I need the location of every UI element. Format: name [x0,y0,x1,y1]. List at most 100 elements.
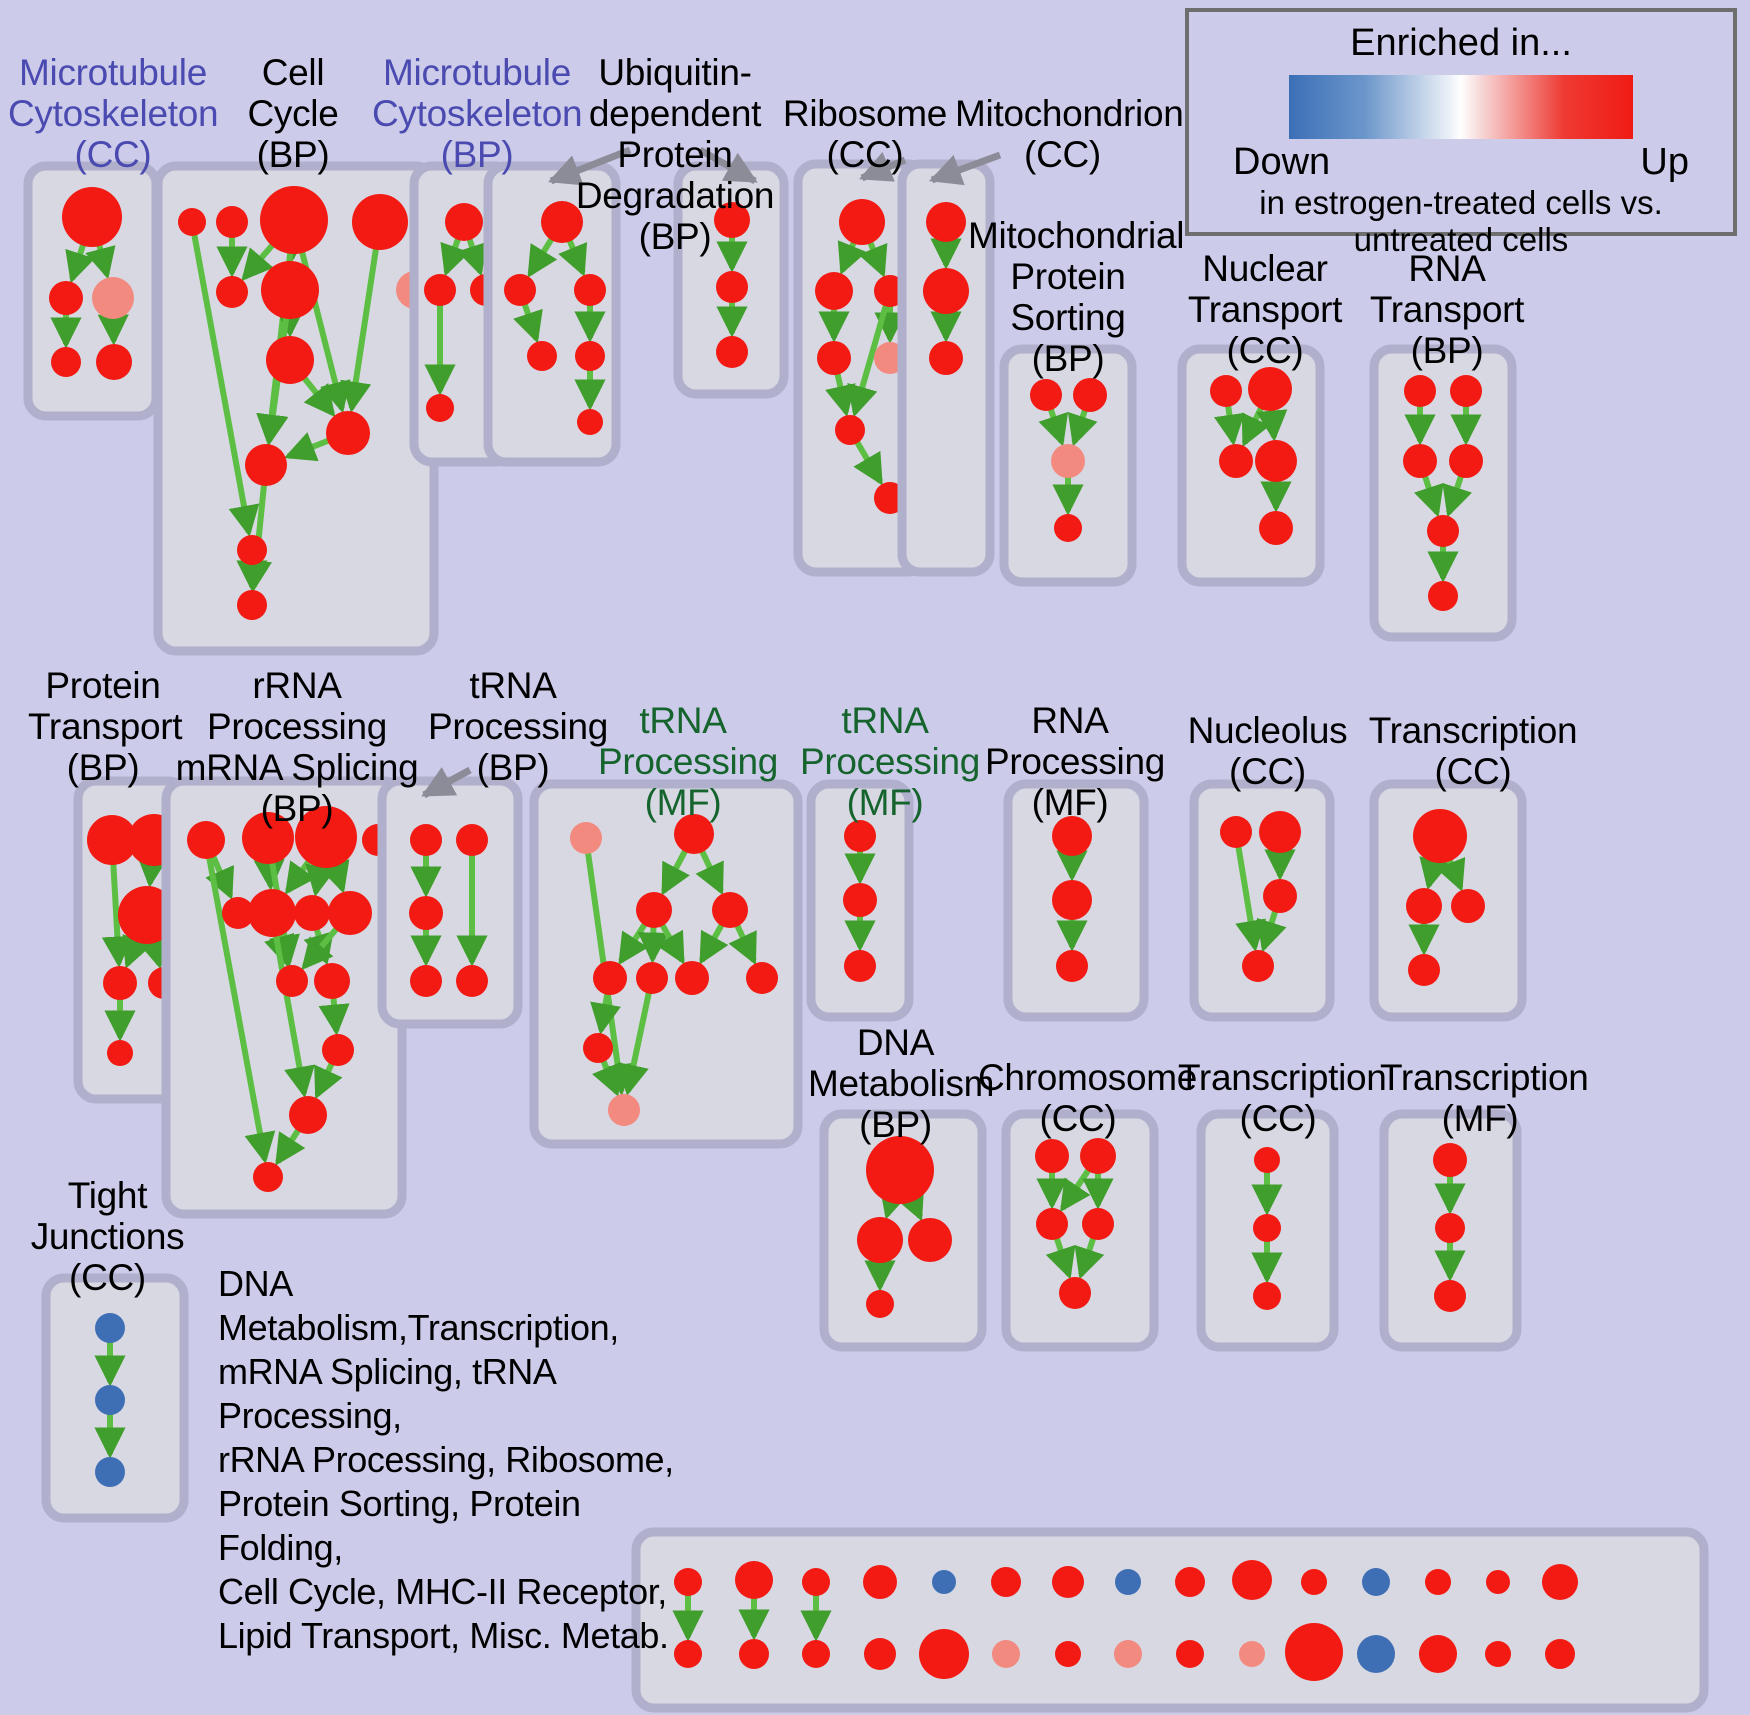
go-term-node[interactable] [1232,1560,1272,1600]
go-term-node[interactable] [1433,1143,1467,1177]
go-term-node[interactable] [593,961,627,995]
go-term-node[interactable] [107,1040,133,1066]
go-term-node[interactable] [1450,375,1482,407]
go-term-node[interactable] [1428,581,1458,611]
go-term-node[interactable] [1404,375,1436,407]
go-term-node[interactable] [1451,889,1485,923]
go-term-node[interactable] [932,1570,956,1594]
go-term-node[interactable] [1175,1567,1205,1597]
go-term-node[interactable] [908,1218,952,1262]
go-term-node[interactable] [95,1385,125,1415]
go-term-node[interactable] [1176,1640,1204,1668]
go-term-node[interactable] [574,274,606,306]
go-term-node[interactable] [409,896,443,930]
go-term-node[interactable] [266,336,314,384]
go-term-node[interactable] [445,203,483,241]
go-term-node[interactable] [674,814,714,854]
go-term-node[interactable] [866,1290,894,1318]
go-term-node[interactable] [746,962,778,994]
go-term-node[interactable] [49,281,83,315]
go-term-node[interactable] [1220,816,1252,848]
go-term-node[interactable] [1259,511,1293,545]
go-term-node[interactable] [815,272,853,310]
go-term-node[interactable] [1434,1280,1466,1312]
go-term-node[interactable] [1545,1639,1575,1669]
go-term-node[interactable] [919,1629,969,1679]
go-term-node[interactable] [541,201,583,243]
go-term-node[interactable] [1080,1138,1116,1174]
go-term-node[interactable] [504,274,536,306]
go-term-node[interactable] [1052,816,1092,856]
go-term-node[interactable] [929,341,963,375]
go-term-node[interactable] [1114,1640,1142,1668]
go-term-node[interactable] [248,889,296,937]
go-term-node[interactable] [1403,444,1437,478]
go-term-node[interactable] [843,883,877,917]
go-term-node[interactable] [1362,1568,1390,1596]
go-term-node[interactable] [1449,444,1483,478]
go-term-node[interactable] [674,1568,702,1596]
go-term-node[interactable] [675,961,709,995]
go-term-node[interactable] [178,208,206,236]
go-term-node[interactable] [237,590,267,620]
go-term-node[interactable] [817,341,851,375]
go-term-node[interactable] [222,897,254,929]
go-term-node[interactable] [991,1567,1021,1597]
go-term-node[interactable] [242,812,294,864]
go-term-node[interactable] [735,1561,773,1599]
go-term-node[interactable] [583,1033,613,1063]
go-term-node[interactable] [410,824,442,856]
go-term-node[interactable] [289,1096,327,1134]
go-term-node[interactable] [674,1640,702,1668]
go-term-node[interactable] [1051,444,1085,478]
go-term-node[interactable] [1285,1623,1343,1681]
go-term-node[interactable] [636,962,668,994]
go-term-node[interactable] [1036,1208,1068,1240]
go-term-node[interactable] [216,206,248,238]
go-term-node[interactable] [1248,367,1292,411]
go-term-node[interactable] [1435,1213,1465,1243]
go-term-node[interactable] [1052,1566,1084,1598]
go-term-node[interactable] [527,341,557,371]
go-term-node[interactable] [802,1640,830,1668]
go-term-node[interactable] [294,895,330,931]
go-term-node[interactable] [926,202,966,242]
go-term-node[interactable] [866,1136,934,1204]
go-term-node[interactable] [1254,1147,1280,1173]
go-term-node[interactable] [322,1034,354,1066]
go-term-node[interactable] [839,199,885,245]
go-term-node[interactable] [844,820,876,852]
go-term-node[interactable] [1210,375,1242,407]
go-term-node[interactable] [1030,379,1062,411]
go-term-node[interactable] [835,415,865,445]
go-term-node[interactable] [295,806,357,868]
go-term-node[interactable] [863,1565,897,1599]
go-term-node[interactable] [1255,440,1297,482]
go-term-node[interactable] [570,822,602,854]
go-term-node[interactable] [1239,1641,1265,1667]
go-term-node[interactable] [1301,1569,1327,1595]
go-term-node[interactable] [326,411,370,455]
go-term-node[interactable] [1263,879,1297,913]
go-term-node[interactable] [1054,514,1082,542]
go-term-node[interactable] [51,347,81,377]
go-term-node[interactable] [636,892,672,928]
go-term-node[interactable] [1253,1282,1281,1310]
go-term-node[interactable] [1082,1208,1114,1240]
go-term-node[interactable] [857,1217,903,1263]
go-term-node[interactable] [1413,809,1467,863]
go-term-node[interactable] [1073,378,1107,412]
go-term-node[interactable] [608,1094,640,1126]
go-term-node[interactable] [1055,1641,1081,1667]
go-term-node[interactable] [712,892,748,928]
go-term-node[interactable] [1425,1569,1451,1595]
go-term-node[interactable] [1486,1570,1510,1594]
go-term-node[interactable] [456,965,488,997]
go-term-node[interactable] [1059,1277,1091,1309]
go-term-node[interactable] [410,965,442,997]
go-term-node[interactable] [739,1639,769,1669]
go-term-node[interactable] [237,535,267,565]
go-term-node[interactable] [844,950,876,982]
go-term-node[interactable] [992,1640,1020,1668]
go-term-node[interactable] [95,1313,125,1343]
